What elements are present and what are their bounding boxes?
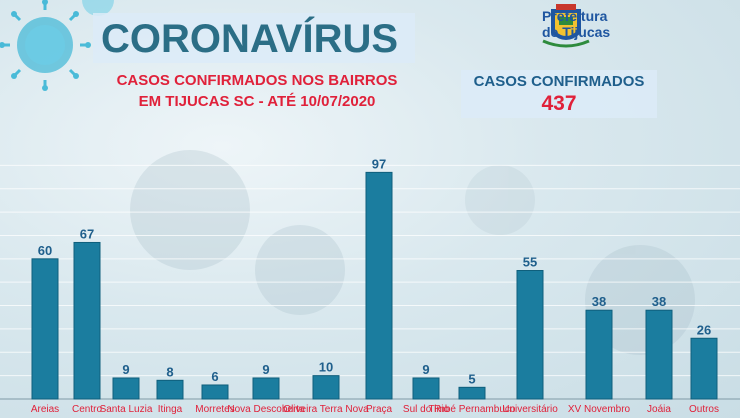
category-label: Praça (366, 404, 393, 415)
kpi-label: CASOS CONFIRMADOS (473, 73, 645, 90)
category-label: Itinga (158, 404, 183, 415)
bar-value-label: 67 (80, 226, 94, 241)
bar (112, 377, 140, 400)
logo-text: Prefeitura de Tijucas (542, 8, 610, 40)
category-label: Centro (72, 404, 102, 415)
bar-value-label: 9 (422, 362, 429, 377)
virus-icon (0, 0, 91, 91)
bar-value-label: 9 (122, 362, 129, 377)
category-label: Nova Descoberta (227, 404, 305, 415)
bar-value-label: 55 (523, 255, 537, 270)
bar-value-label: 10 (319, 360, 333, 375)
category-label: Outros (689, 404, 719, 415)
faded-virus-decoration (130, 150, 695, 355)
chart-bars (31, 171, 718, 400)
subtitle-line-1: CASOS CONFIRMADOS NOS BAIRROS (116, 72, 398, 89)
bar (156, 379, 184, 400)
bar (312, 375, 340, 400)
bar (31, 258, 59, 400)
bar-value-label: 5 (468, 371, 475, 386)
bar (201, 384, 229, 400)
city-coat-of-arms-icon (542, 4, 590, 48)
category-label: Areias (31, 404, 59, 415)
bar (458, 386, 486, 400)
bar (73, 241, 101, 400)
bar-value-label: 38 (652, 294, 666, 309)
bar-value-label: 97 (372, 156, 386, 171)
bar (516, 270, 544, 400)
bar-value-label: 9 (262, 362, 269, 377)
bar (645, 309, 673, 400)
logo-line-2: de Tijucas (542, 24, 611, 40)
bar-value-label: 38 (592, 294, 606, 309)
bar (585, 309, 613, 400)
bar (252, 377, 280, 400)
category-label: XV Novembro (568, 404, 631, 415)
bar-value-label: 6 (211, 369, 218, 384)
category-label: Joáia (647, 404, 671, 415)
page-title: CORONAVÍRUS (101, 17, 399, 61)
category-label: Sul do Rio (403, 404, 450, 415)
subtitle-line-2: EM TIJUCAS SC - ATÉ 10/07/2020 (138, 93, 376, 110)
category-label: Morretes (195, 404, 234, 415)
bar-value-label: 26 (697, 322, 711, 337)
bar-value-label: 60 (38, 243, 52, 258)
bar (365, 171, 393, 400)
virus-icon-small (82, 0, 114, 16)
logo-line-1: Prefeitura (542, 8, 608, 24)
kpi-card (461, 70, 657, 118)
category-label: Santa Luzia (100, 404, 153, 415)
category-label: Universitário (502, 404, 558, 415)
title-background (93, 13, 415, 63)
bar-value-label: 8 (166, 364, 173, 379)
category-label: Timbé Pernambuco (429, 404, 516, 415)
kpi-value: 437 (541, 92, 577, 115)
bar (412, 377, 440, 400)
category-label: Oliveira Terra Nova (283, 404, 369, 415)
bar (690, 337, 718, 400)
subtitle: CASOS CONFIRMADOS NOS BAIRROS EM TIJUCAS… (97, 70, 417, 112)
